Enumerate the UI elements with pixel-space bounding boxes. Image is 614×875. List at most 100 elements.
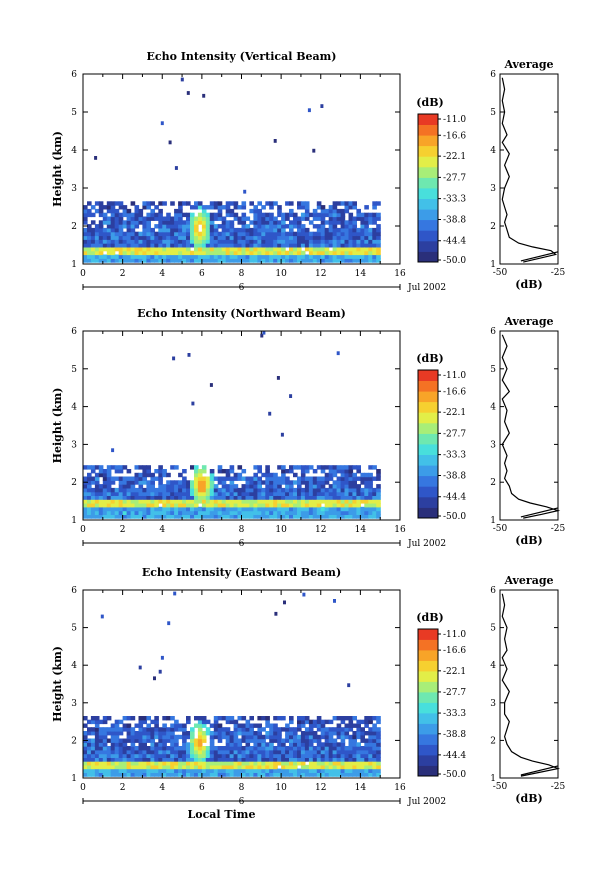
heat-cell — [285, 235, 290, 240]
heat-cell — [261, 716, 266, 721]
heat-cell — [336, 465, 342, 470]
heat-cell — [269, 731, 274, 736]
heat-cell — [98, 212, 104, 218]
heat-cell — [150, 719, 155, 725]
heat-cell — [118, 231, 124, 237]
heat-cell — [221, 480, 227, 485]
heat-cell — [269, 495, 274, 500]
heat-cell — [253, 491, 258, 496]
heat-cell — [340, 480, 346, 485]
heat-cell — [166, 258, 171, 263]
heat-cell — [150, 510, 155, 515]
heat-cell — [356, 731, 361, 736]
heat-cell — [356, 208, 361, 214]
heat-cell — [174, 749, 179, 755]
heat-cell — [225, 243, 231, 248]
y-tick-label: 1 — [71, 774, 77, 784]
heat-cell — [308, 764, 314, 770]
heat-cell — [166, 731, 171, 736]
heat-cell — [205, 757, 211, 762]
heat-cell — [356, 216, 361, 221]
heat-cell — [217, 761, 223, 766]
heat-cell — [158, 742, 163, 747]
heat-cell — [118, 757, 124, 762]
heat-cell — [186, 753, 191, 758]
heat-cell — [364, 772, 369, 777]
heat-cell — [114, 731, 120, 736]
heat-cell — [201, 491, 207, 496]
heat-cell — [209, 476, 215, 481]
heat-cell — [138, 476, 144, 481]
heat-cell — [217, 753, 223, 758]
heat-cell — [182, 243, 187, 248]
heat-cell — [241, 231, 247, 237]
heat-cell — [368, 480, 373, 485]
heat-cell — [332, 495, 338, 500]
heat-cell — [241, 484, 247, 489]
heat-cell — [142, 772, 147, 777]
heat-cell — [142, 764, 147, 770]
heat-cell — [269, 749, 274, 755]
heat-cell — [87, 465, 92, 470]
heat-cell — [221, 205, 227, 210]
heat-cell — [249, 491, 254, 496]
heat-cell — [304, 727, 310, 732]
heat-cell — [261, 764, 266, 770]
heat-cell — [190, 738, 195, 743]
heat-cell — [340, 212, 346, 218]
heat-cell — [300, 201, 306, 206]
heat-cell — [269, 514, 274, 519]
heat-cell — [237, 506, 243, 512]
heat-cell — [277, 220, 282, 225]
heat-cell — [201, 510, 207, 515]
heat-cell — [285, 506, 290, 512]
profile-y-tick-label: 4 — [490, 661, 496, 671]
heat-cell — [368, 761, 373, 766]
heat-cell — [241, 235, 247, 240]
heat-cell — [90, 716, 96, 721]
colorbar-swatch — [418, 209, 438, 221]
heat-cell — [297, 224, 302, 229]
heat-cell — [289, 727, 294, 732]
heat-cell — [158, 772, 163, 777]
y-tick-label: 6 — [71, 327, 77, 337]
heat-cell — [348, 749, 354, 755]
heat-cell — [241, 749, 247, 755]
heat-cell — [174, 753, 179, 758]
heat-cell — [170, 484, 175, 489]
heat-cell — [114, 465, 120, 470]
heat-cell — [360, 243, 365, 248]
heat-cell — [364, 216, 369, 221]
heat-cell — [98, 510, 104, 515]
profile-title: Average — [503, 315, 553, 328]
heat-cell — [304, 514, 310, 519]
heat-cell — [297, 246, 302, 252]
heat-cell — [300, 227, 306, 233]
heat-cell — [186, 254, 191, 259]
heat-cell — [162, 757, 167, 762]
heat-cell — [229, 246, 235, 252]
heat-cell — [201, 465, 207, 470]
colorbar-swatch — [418, 639, 438, 651]
heat-cell — [201, 757, 207, 762]
heat-cell — [253, 764, 258, 770]
heat-cell — [102, 246, 108, 252]
heat-cell — [194, 235, 199, 240]
heat-cell — [344, 772, 350, 777]
heat-cell — [190, 734, 195, 740]
heat-cell — [146, 220, 151, 225]
colorbar-frame — [417, 113, 439, 263]
heat-cell — [257, 731, 262, 736]
heat-cell — [340, 239, 346, 244]
heat-cell — [194, 510, 199, 515]
heat-cell — [118, 235, 124, 240]
heat-cell — [340, 224, 346, 229]
heat-cell — [241, 487, 247, 493]
heat-cell — [130, 761, 136, 766]
heat-cell — [138, 768, 144, 773]
heat-cell — [94, 746, 100, 751]
heat-cell — [146, 753, 151, 758]
x-tick-label: 14 — [355, 783, 367, 793]
heat-cell — [356, 753, 361, 758]
x-tick-label: 10 — [275, 269, 287, 279]
